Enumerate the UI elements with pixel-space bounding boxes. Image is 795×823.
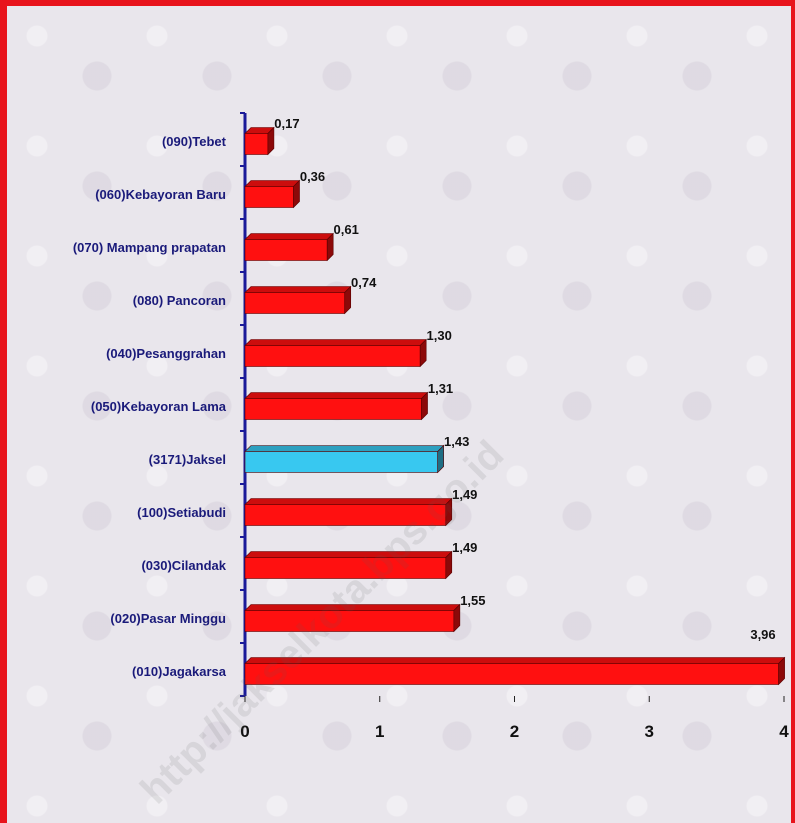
bar-top-face xyxy=(244,233,334,240)
bar xyxy=(244,345,421,367)
bar-end-face xyxy=(293,179,300,209)
category-label: (020)Pasar Minggu xyxy=(110,611,226,626)
bar-end-face xyxy=(445,497,453,527)
data-label: 0,17 xyxy=(274,116,299,131)
data-label: 0,36 xyxy=(300,169,325,184)
category-label: (3171)Jaksel xyxy=(149,452,226,467)
data-label: 0,74 xyxy=(351,275,377,290)
x-tick-label: 1 xyxy=(375,722,384,741)
data-label: 1,30 xyxy=(427,328,452,343)
bar-end-face xyxy=(778,656,785,686)
bar-end-face xyxy=(445,550,453,580)
category-label: (040)Pesanggrahan xyxy=(106,346,226,361)
bar-top-face xyxy=(244,445,445,452)
x-tick-label: 2 xyxy=(510,722,519,741)
bar-end-face xyxy=(344,285,352,315)
category-label: (060)Kebayoran Baru xyxy=(95,187,226,202)
bar xyxy=(244,133,269,155)
x-tick-label: 3 xyxy=(645,722,654,741)
bar-end-face xyxy=(267,126,275,156)
x-tick-label: 0 xyxy=(240,722,249,741)
bar xyxy=(244,663,779,685)
data-label: 1,49 xyxy=(452,487,477,502)
data-label: 1,43 xyxy=(444,434,469,449)
bar-end-face xyxy=(419,338,427,368)
bar xyxy=(244,186,294,208)
category-label: (090)Tebet xyxy=(162,134,227,149)
category-label: (070) Mampang prapatan xyxy=(73,240,226,255)
x-tick-label: 4 xyxy=(779,722,789,741)
bar-top-face xyxy=(244,286,352,293)
category-label: (010)Jagakarsa xyxy=(132,664,227,679)
data-label: 1,31 xyxy=(428,381,453,396)
bar xyxy=(244,292,346,314)
data-label: 1,49 xyxy=(452,540,477,555)
bar xyxy=(244,398,422,420)
category-label: (080) Pancoran xyxy=(133,293,226,308)
category-label: (030)Cilandak xyxy=(141,558,226,573)
data-label: 3,96 xyxy=(750,627,775,642)
data-label: 1,55 xyxy=(460,593,485,608)
bar-top-face xyxy=(244,180,301,187)
bar-end-face xyxy=(437,444,444,474)
bar-top-face xyxy=(244,339,427,346)
bar-top-face xyxy=(244,657,786,664)
bar-end-face xyxy=(326,232,334,262)
category-label: (100)Setiabudi xyxy=(137,505,226,520)
data-label: 0,61 xyxy=(334,222,359,237)
bar xyxy=(244,239,328,261)
bar-end-face xyxy=(453,603,461,633)
category-label: (050)Kebayoran Lama xyxy=(91,399,227,414)
bar-top-face xyxy=(244,392,429,399)
bar-chart: 0 1 2 3 4 (090)Tebet 0,17 (060)Kebayoran Baru 0,… xyxy=(73,112,789,812)
bar xyxy=(244,451,438,473)
bar-end-face xyxy=(421,391,428,421)
